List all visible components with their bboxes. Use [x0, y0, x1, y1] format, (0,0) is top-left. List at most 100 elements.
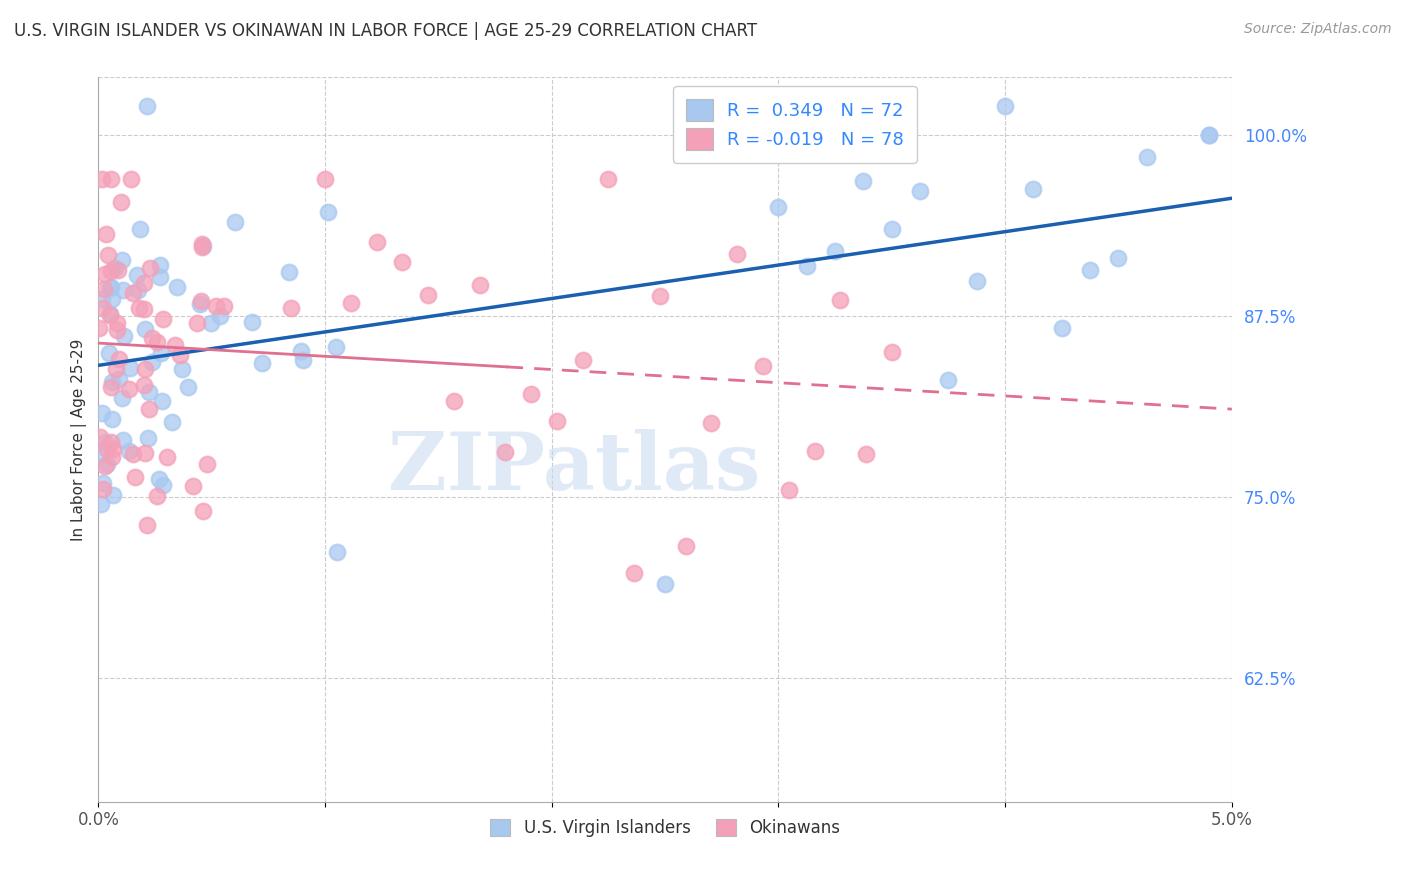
Point [1050, 321, 1073, 335]
Point [752, 359, 775, 373]
Point [204, 299, 226, 313]
Point [136, 99, 159, 113]
Point [803, 444, 825, 458]
Point [100, 264, 122, 278]
Point [200, 316, 222, 330]
Point [138, 402, 160, 417]
Text: Source: ZipAtlas.com: Source: ZipAtlas.com [1244, 22, 1392, 37]
Point [416, 288, 439, 302]
Point [96, 227, 118, 242]
Point [111, 253, 134, 268]
Point [571, 353, 593, 368]
Point [136, 518, 159, 533]
Point [100, 380, 122, 394]
Point [97, 248, 120, 262]
Point [89, 448, 111, 462]
Point [149, 258, 172, 272]
Point [675, 539, 697, 553]
Point [100, 280, 122, 294]
Point [1198, 128, 1220, 143]
Point [191, 239, 214, 253]
Point [103, 261, 125, 276]
Point [778, 483, 800, 497]
Point [132, 302, 155, 317]
Point [191, 504, 214, 518]
Point [94, 458, 117, 473]
Point [190, 293, 212, 308]
Point [1022, 182, 1045, 196]
Point [250, 356, 273, 370]
Point [108, 351, 131, 366]
Point [880, 222, 903, 236]
Point [292, 352, 315, 367]
Point [112, 283, 135, 297]
Point [101, 376, 124, 390]
Point [994, 99, 1017, 113]
Point [110, 195, 132, 210]
Point [648, 289, 671, 303]
Point [366, 235, 388, 249]
Point [91, 301, 114, 316]
Point [134, 322, 156, 336]
Point [240, 316, 263, 330]
Point [98, 307, 121, 321]
Point [141, 330, 163, 344]
Point [132, 378, 155, 392]
Point [152, 477, 174, 491]
Point [91, 171, 114, 186]
Point [190, 237, 212, 252]
Point [112, 329, 135, 343]
Point [880, 344, 903, 359]
Point [138, 385, 160, 400]
Point [111, 391, 134, 405]
Point [325, 545, 347, 559]
Point [91, 483, 114, 497]
Point [149, 269, 172, 284]
Point [316, 205, 339, 219]
Text: U.S. VIRGIN ISLANDER VS OKINAWAN IN LABOR FORCE | AGE 25-29 CORRELATION CHART: U.S. VIRGIN ISLANDER VS OKINAWAN IN LABO… [14, 22, 758, 40]
Point [830, 293, 852, 308]
Point [89, 430, 111, 444]
Point [1078, 263, 1101, 277]
Point [796, 259, 818, 273]
Point [169, 348, 191, 362]
Point [125, 268, 148, 282]
Y-axis label: In Labor Force | Age 25-29: In Labor Force | Age 25-29 [72, 338, 87, 541]
Point [443, 393, 465, 408]
Point [520, 387, 543, 401]
Point [132, 276, 155, 290]
Point [1108, 251, 1130, 265]
Point [150, 394, 173, 409]
Point [146, 335, 169, 350]
Point [278, 265, 301, 279]
Point [160, 415, 183, 429]
Point [156, 450, 179, 465]
Point [118, 382, 141, 396]
Point [768, 200, 790, 214]
Point [128, 301, 150, 316]
Point [105, 323, 128, 337]
Point [290, 343, 312, 358]
Point [101, 442, 124, 456]
Point [824, 244, 846, 258]
Point [468, 277, 491, 292]
Point [212, 300, 235, 314]
Point [120, 360, 142, 375]
Point [908, 184, 931, 198]
Point [101, 292, 124, 306]
Point [208, 310, 231, 324]
Point [120, 171, 142, 186]
Point [90, 497, 112, 511]
Point [494, 444, 516, 458]
Point [177, 380, 200, 394]
Point [118, 444, 141, 458]
Point [105, 316, 128, 330]
Point [280, 301, 302, 315]
Point [224, 215, 246, 229]
Point [101, 411, 124, 425]
Point [122, 447, 145, 461]
Point [183, 479, 205, 493]
Point [146, 489, 169, 503]
Point [188, 297, 211, 311]
Point [103, 488, 125, 502]
